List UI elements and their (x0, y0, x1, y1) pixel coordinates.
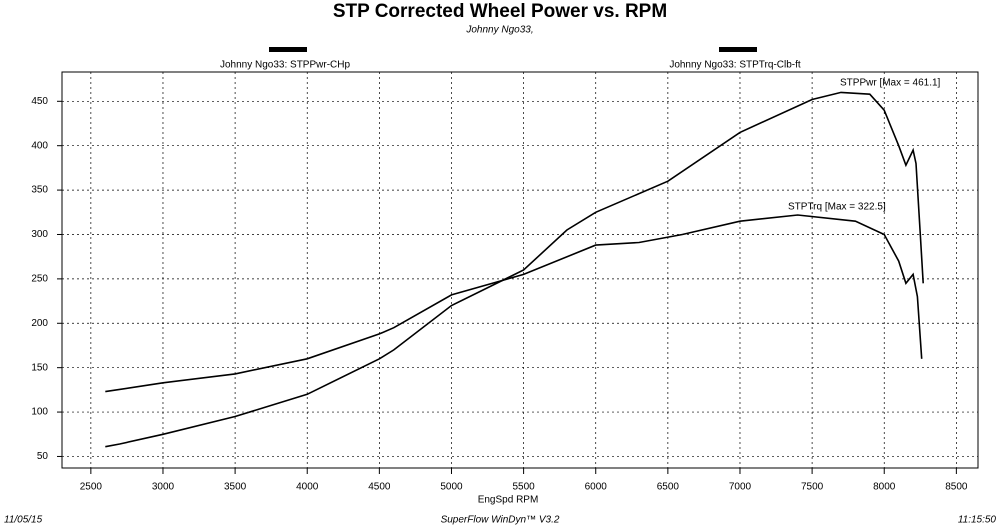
series-line (105, 214, 923, 393)
x-tick-label: 6000 (585, 482, 608, 493)
legend-label: Johnny Ngo33: STPTrq-Clb-ft (669, 60, 801, 71)
y-tick-label: 350 (31, 185, 48, 196)
annotation: STPTrq [Max = 322.5] (788, 202, 886, 213)
x-tick-label: 8000 (873, 482, 896, 493)
y-tick-label: 400 (31, 140, 48, 151)
x-tick-label: 7000 (729, 482, 752, 493)
y-tick-label: 200 (31, 318, 48, 329)
x-tick-label: 3000 (152, 482, 175, 493)
x-tick-label: 3500 (224, 482, 247, 493)
chart-title: STP Corrected Wheel Power vs. RPM (333, 1, 667, 22)
y-tick-label: 250 (31, 274, 48, 285)
footer-time: 11:15:50 (958, 515, 997, 526)
x-tick-label: 2500 (80, 482, 103, 493)
plot-frame (61, 71, 979, 469)
y-tick-label: 50 (37, 451, 49, 462)
x-tick-label: 7500 (801, 482, 824, 493)
x-tick-label: 5000 (440, 482, 463, 493)
legend-swatch (719, 47, 757, 52)
x-tick-label: 4500 (368, 482, 391, 493)
y-tick-label: 150 (31, 362, 48, 373)
legend-swatch (269, 47, 307, 52)
x-tick-label: 4000 (296, 482, 319, 493)
x-tick-label: 6500 (657, 482, 680, 493)
x-axis-label: EngSpd RPM (478, 495, 539, 506)
legend-label: Johnny Ngo33: STPPwr-CHp (220, 60, 350, 71)
y-tick-label: 450 (31, 96, 48, 107)
chart-subtitle: Johnny Ngo33, (465, 25, 533, 36)
x-tick-label: 5500 (512, 482, 535, 493)
series-line (105, 91, 924, 448)
y-tick-label: 100 (31, 407, 48, 418)
annotation: STPPwr [Max = 461.1] (840, 78, 941, 89)
x-tick-label: 8500 (945, 482, 968, 493)
y-tick-label: 300 (31, 229, 48, 240)
footer-software: SuperFlow WinDyn™ V3.2 (441, 515, 560, 526)
footer-date: 11/05/15 (4, 515, 43, 526)
